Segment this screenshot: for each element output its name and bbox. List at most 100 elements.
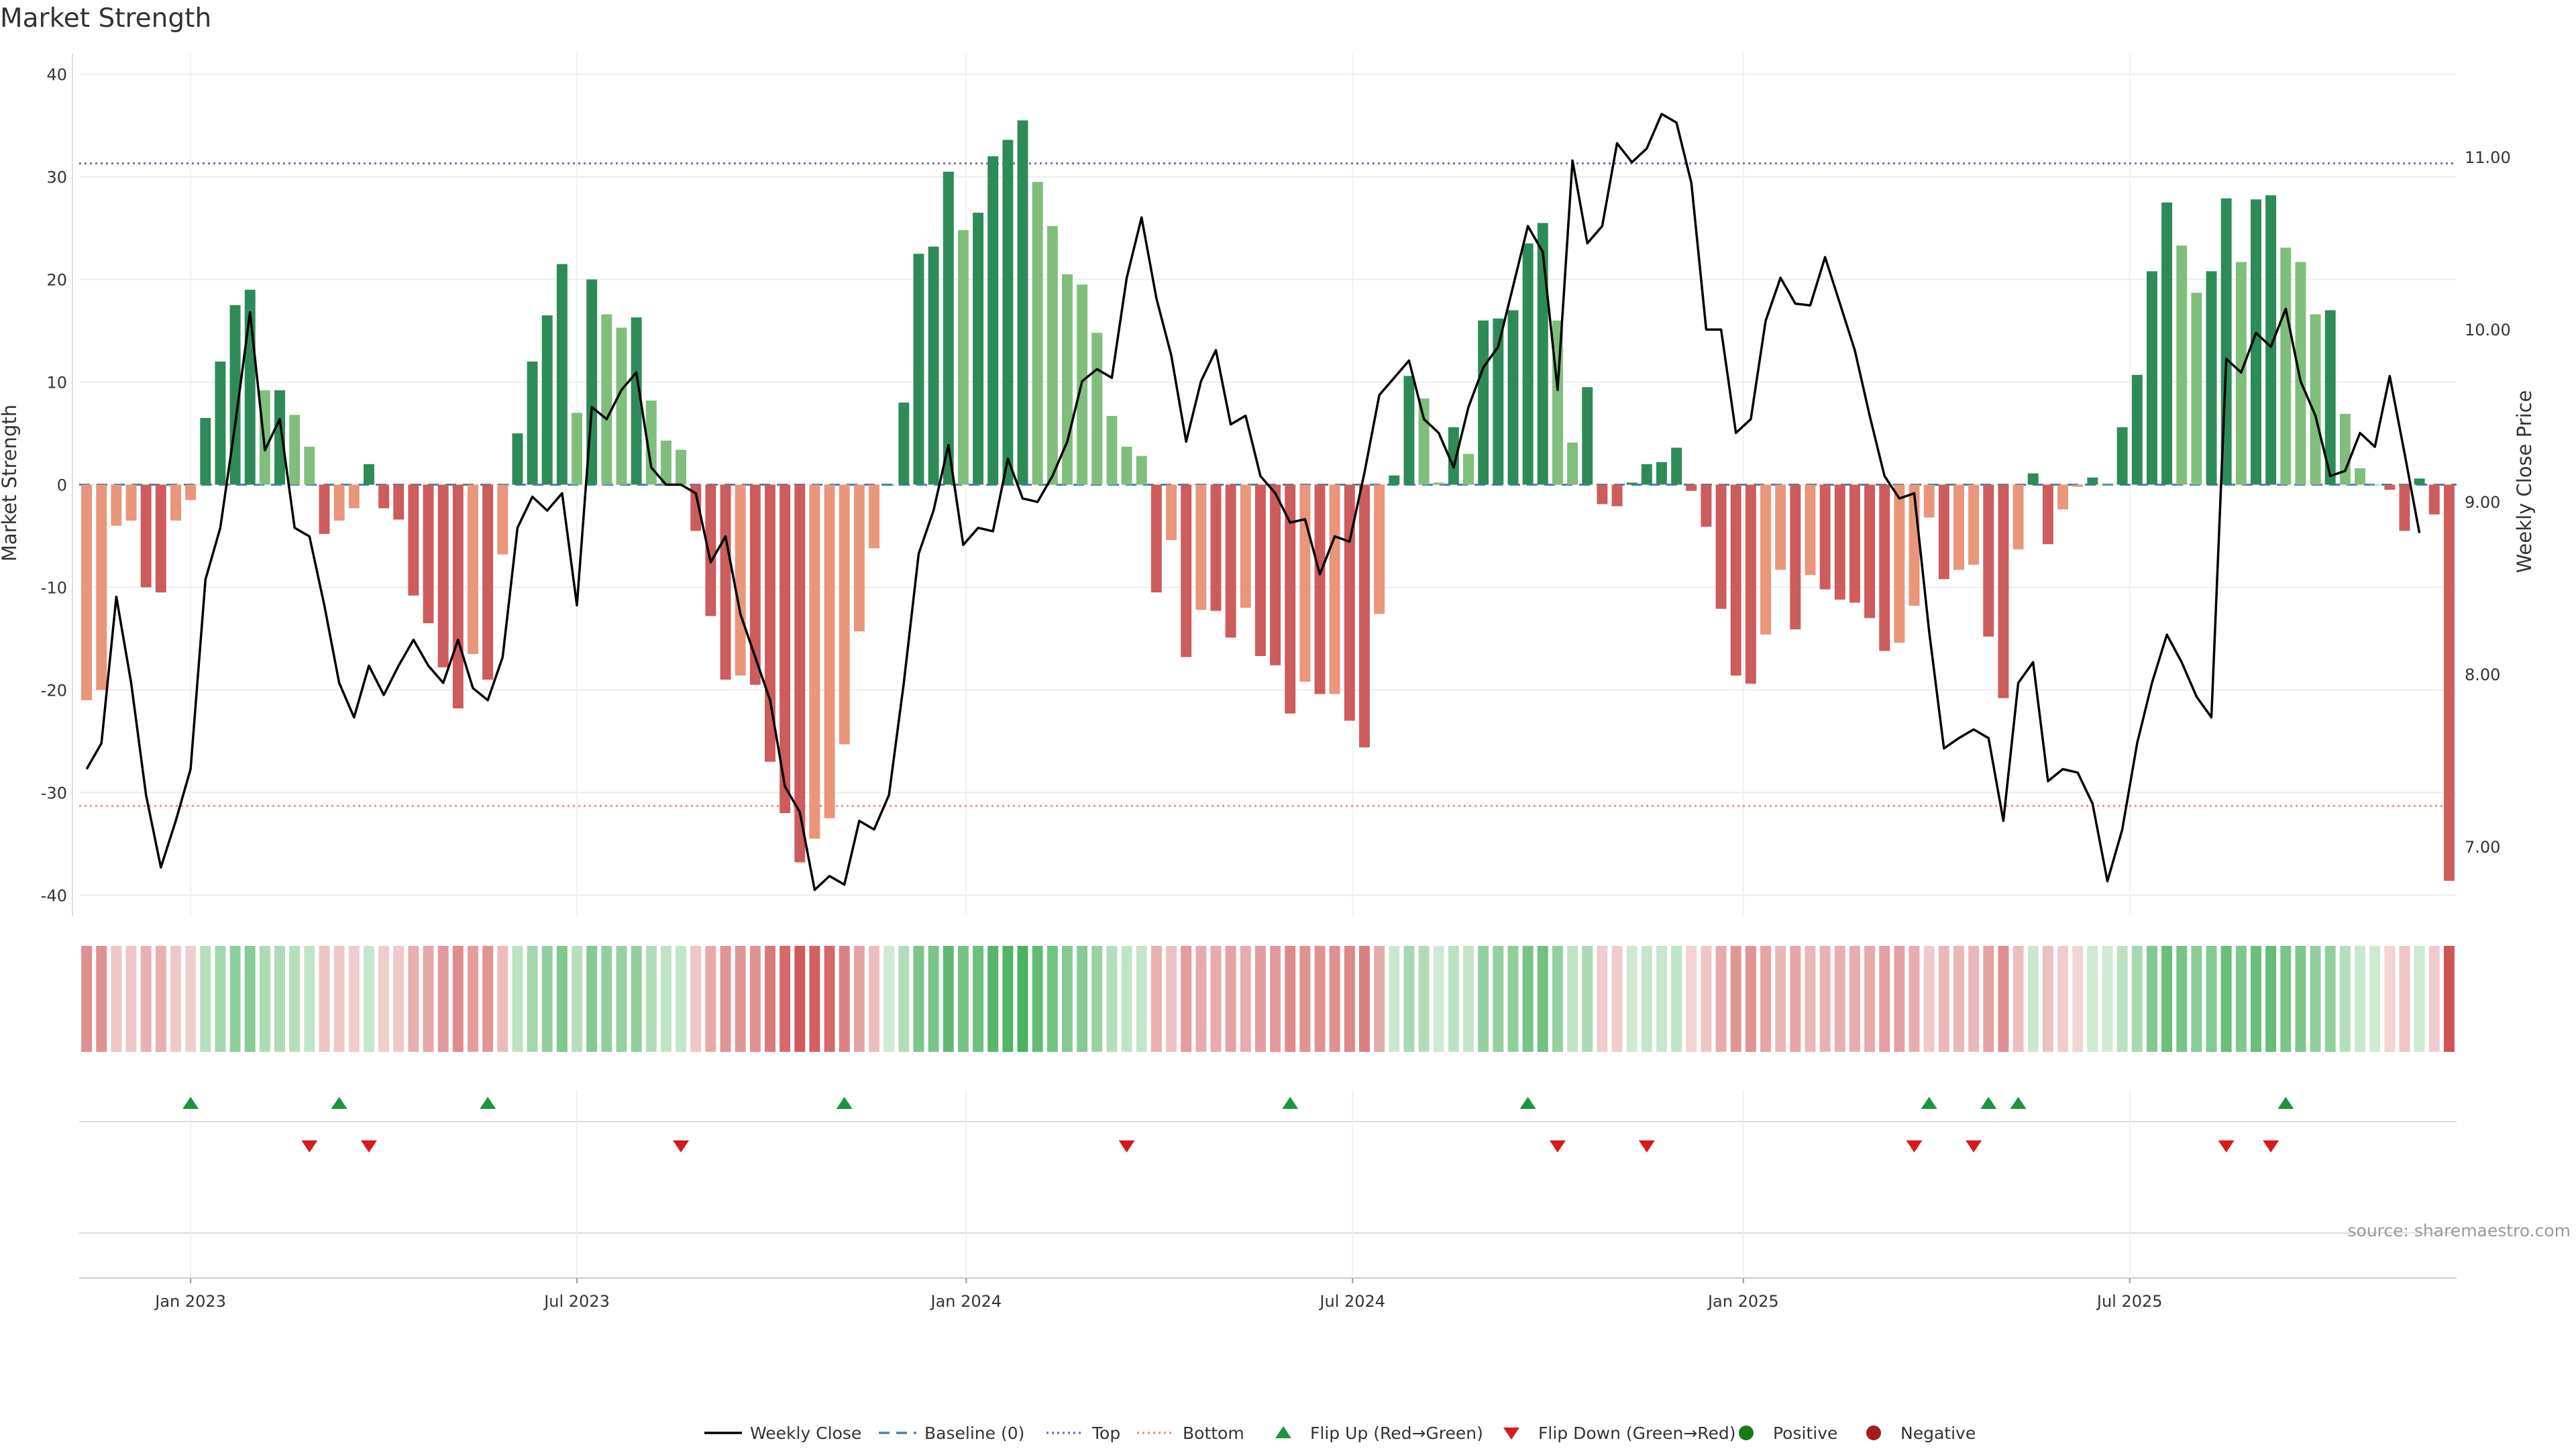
heat-cell [2176,946,2188,1052]
heat-cell [1359,946,1370,1052]
legend-swatch-flip-down [1503,1428,1519,1440]
strength-bar [616,327,627,485]
strength-bar [1626,482,1638,485]
x-tick-label: Jul 2023 [543,1292,610,1311]
strength-bar [452,484,464,708]
strength-bar [1611,484,1623,506]
heat-cell [1254,946,1266,1052]
heat-cell [2443,946,2455,1052]
heat-cell [2399,946,2410,1052]
strength-bar [1121,446,1132,485]
strength-bar [378,484,390,508]
strength-bar [2102,484,2113,486]
heat-cell [1582,946,1593,1052]
legend-label-flip-down: Flip Down (Green→Red) [1538,1424,1736,1443]
heat-cell [1938,946,1949,1052]
heat-cell [1433,946,1444,1052]
y-tick-label: 10 [46,374,67,392]
heat-cell [348,946,360,1052]
heat-cell [1775,946,1786,1052]
heat-cell [690,946,702,1052]
strength-bar [2295,262,2306,485]
strength-bar [645,400,657,485]
heat-cell [497,946,508,1052]
heat-cell [2027,946,2039,1052]
strength-bar [1374,484,1385,614]
strength-bar [1537,223,1548,485]
heat-cell [928,946,939,1052]
strength-bar [408,484,419,596]
heat-cell [1567,946,1578,1052]
strength-bar [898,402,910,485]
strength-bar [1418,398,1430,485]
legend-label-negative: Negative [1900,1424,1976,1443]
heat-cell [1032,946,1043,1052]
strength-bars [81,120,2455,881]
heat-cell [1270,946,1281,1052]
heat-cell [215,946,226,1052]
heat-cell [541,946,553,1052]
strength-bar [1567,442,1578,485]
heat-cell [1730,946,1741,1052]
strength-bar [1181,484,1192,657]
strength-bar [1805,484,1816,576]
strength-bar [1463,453,1474,485]
strength-bar [839,484,850,745]
x-axis-ticks: Jan 2023 Jul 2023 Jan 2024 Jul 2024 Jan 2025… [154,1278,2163,1311]
heat-cell [749,946,761,1052]
strength-bar [572,413,582,485]
heat-cell [1210,946,1222,1052]
strength-bar [1314,484,1326,694]
strength-bar [556,264,568,485]
heat-cell [809,946,820,1052]
heat-cell [1983,946,1994,1052]
x-tick-label: Jul 2024 [1318,1292,1385,1311]
x-tick-label: Jan 2024 [930,1292,1002,1311]
heat-cell [1671,946,1682,1052]
heat-cell [2310,946,2321,1052]
heat-cell [898,946,910,1052]
strength-bar [1656,462,1667,485]
heat-cell [1374,946,1385,1052]
strength-bar [2012,484,2024,549]
heat-cell [1522,946,1534,1052]
strength-bar [676,449,687,485]
heat-cell [1745,946,1756,1052]
strength-bar [1953,484,1964,570]
y2-tick-label: 8.00 [2465,665,2500,684]
strength-bar [1478,320,1489,485]
strength-bar [185,484,197,500]
strength-bar [468,484,478,654]
heat-cell [1537,946,1548,1052]
flip-down-marker [1966,1140,1982,1152]
chart-title: Market Strength [0,3,211,34]
strength-bar [497,484,508,555]
heat-cell [2042,946,2053,1052]
strength-bar [1894,484,1905,643]
strength-bar [333,484,345,521]
heat-cell [2146,946,2157,1052]
strength-bar [1730,484,1741,676]
x-tick-label: Jan 2025 [1707,1292,1779,1311]
left-y-axis-ticks: -40 -30 -20 -10 0 10 20 30 40 [41,66,67,906]
flip-up-marker [836,1097,853,1109]
strength-bar [1210,484,1222,611]
strength-bar [749,484,761,685]
strength-bar [1938,484,1949,580]
strength-bar [363,464,374,485]
heat-cell [1418,946,1430,1052]
legend-label-bottom: Bottom [1183,1424,1244,1443]
heat-cell [1478,946,1489,1052]
heat-cell [2265,946,2277,1052]
heat-cell [1225,946,1236,1052]
heat-cell [1656,946,1667,1052]
heat-cell [1790,946,1801,1052]
strength-bar [2027,473,2039,485]
left-y-axis-title: Market Strength [0,405,21,561]
heat-cell [1046,946,1058,1052]
strength-bar [2399,484,2410,531]
heat-cell [2191,946,2202,1052]
heat-cell [1389,946,1400,1052]
strength-bar [1254,484,1266,656]
strength-bar [631,317,642,485]
